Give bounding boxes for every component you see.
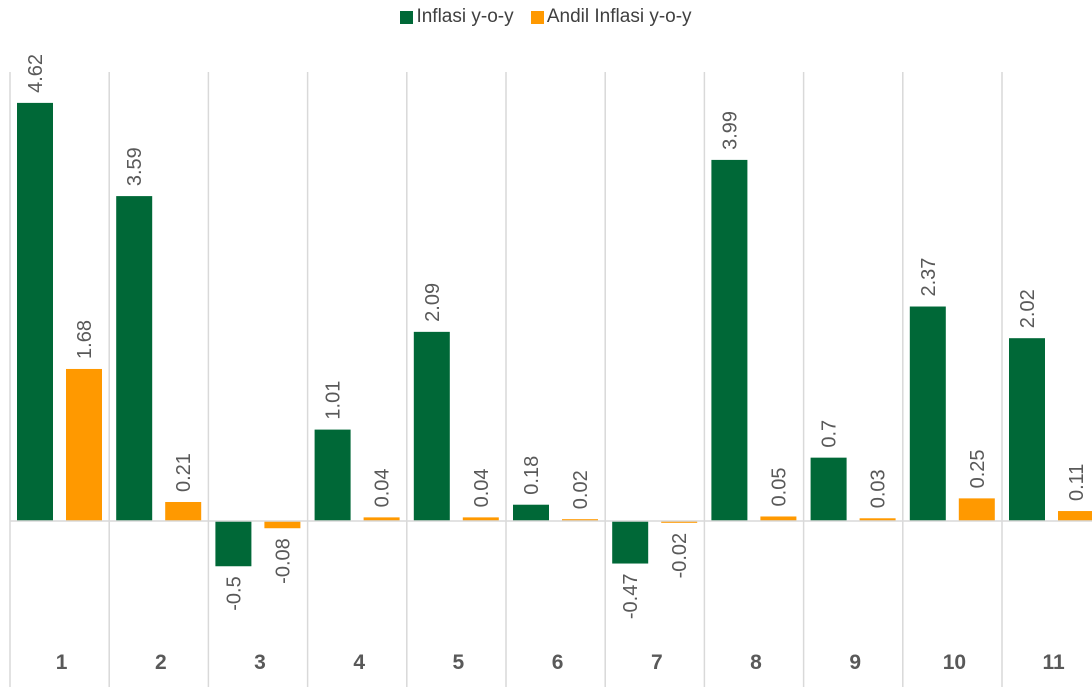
x-tick-label: 6 — [552, 651, 564, 674]
legend-swatch-inflasi — [400, 10, 414, 24]
legend-label-andil: Andil Inflasi y-o-y — [546, 6, 692, 27]
data-label: 3.59 — [124, 147, 146, 186]
bar — [66, 368, 102, 521]
data-label: 0.02 — [570, 470, 592, 509]
bar — [661, 521, 698, 523]
bar — [612, 521, 649, 564]
bar — [314, 429, 351, 521]
x-tick-label: 9 — [849, 651, 861, 674]
data-label: 0.04 — [471, 468, 493, 507]
x-tick-label: 2 — [155, 651, 167, 674]
x-tick-label: 5 — [453, 651, 465, 674]
bar — [165, 501, 202, 521]
data-label: 1.01 — [323, 381, 345, 420]
bar — [363, 517, 400, 521]
bar — [116, 196, 153, 522]
x-tick-label: 1 — [56, 651, 68, 674]
bar — [462, 517, 499, 521]
bar — [1058, 511, 1092, 521]
x-tick-label: 3 — [254, 651, 266, 674]
chart-legend: Inflasi y-o-y Andil Inflasi y-o-y — [0, 6, 1092, 30]
data-label: 1.68 — [74, 320, 96, 359]
data-label: 0.03 — [868, 469, 890, 508]
bar — [1009, 338, 1045, 521]
bar — [859, 518, 896, 521]
data-label: 0.7 — [819, 420, 841, 448]
data-label: 4.62 — [25, 54, 47, 93]
bar — [711, 159, 748, 521]
bar — [17, 102, 53, 521]
data-label: 2.37 — [918, 258, 940, 297]
data-label: 0.25 — [967, 449, 989, 488]
bar — [562, 519, 598, 521]
x-tick-label: 8 — [750, 651, 762, 674]
data-label: 0.21 — [173, 453, 195, 492]
x-tick-label: 7 — [651, 651, 663, 674]
data-label: -0.08 — [272, 538, 294, 584]
bar — [810, 457, 847, 521]
data-label: -0.02 — [669, 533, 691, 579]
x-tick-label: 10 — [943, 651, 966, 674]
legend-label-inflasi: Inflasi y-o-y — [416, 6, 514, 27]
bar — [264, 521, 301, 529]
data-label: 0.05 — [768, 468, 790, 507]
bar — [413, 331, 450, 521]
bar — [760, 516, 797, 521]
data-label: 2.09 — [422, 283, 444, 322]
data-label: 0.18 — [521, 456, 543, 495]
data-label: -0.5 — [223, 576, 245, 610]
legend-item-inflasi: Inflasi y-o-y — [400, 6, 514, 28]
bar — [958, 498, 995, 521]
data-label: -0.47 — [620, 574, 642, 620]
data-label: 0.11 — [1066, 464, 1088, 501]
x-tick-label: 11 — [1042, 651, 1065, 674]
data-label: 0.04 — [372, 468, 394, 507]
bar — [215, 521, 252, 567]
data-label: 3.99 — [719, 111, 741, 150]
bar — [909, 306, 946, 521]
data-label: 2.02 — [1017, 289, 1039, 328]
bar — [513, 504, 549, 521]
x-tick-label: 4 — [353, 651, 365, 674]
legend-item-andil: Andil Inflasi y-o-y — [530, 6, 692, 28]
legend-swatch-andil — [530, 10, 544, 24]
